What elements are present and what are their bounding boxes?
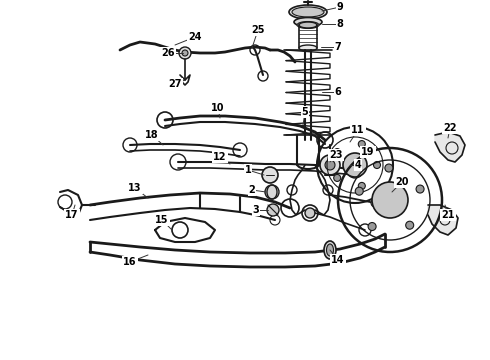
Text: 17: 17 <box>65 210 79 220</box>
Circle shape <box>358 183 366 189</box>
Circle shape <box>325 160 335 170</box>
Circle shape <box>416 185 424 193</box>
Text: 23: 23 <box>329 150 343 160</box>
Circle shape <box>343 153 367 177</box>
Circle shape <box>179 47 191 59</box>
Text: 25: 25 <box>251 25 265 35</box>
Text: 12: 12 <box>213 152 227 162</box>
Text: 16: 16 <box>123 257 137 267</box>
Text: 3: 3 <box>253 205 259 215</box>
Circle shape <box>373 162 381 168</box>
Text: 1: 1 <box>245 165 251 175</box>
Ellipse shape <box>297 22 319 28</box>
Circle shape <box>265 185 279 199</box>
Text: 20: 20 <box>395 177 409 187</box>
Polygon shape <box>435 132 465 162</box>
Text: 26: 26 <box>161 48 175 58</box>
Circle shape <box>262 167 278 183</box>
Ellipse shape <box>289 5 327 19</box>
Circle shape <box>334 149 341 156</box>
Text: 6: 6 <box>335 87 342 97</box>
Text: 22: 22 <box>443 123 457 133</box>
Text: 9: 9 <box>337 2 343 12</box>
Circle shape <box>368 222 376 230</box>
Circle shape <box>385 164 393 172</box>
Text: 14: 14 <box>331 255 345 265</box>
Circle shape <box>358 140 366 148</box>
Text: 21: 21 <box>441 210 455 220</box>
Text: 19: 19 <box>361 147 375 157</box>
Text: 10: 10 <box>211 103 225 113</box>
Circle shape <box>334 175 341 181</box>
Circle shape <box>406 221 414 229</box>
Circle shape <box>320 155 340 175</box>
Ellipse shape <box>294 18 322 27</box>
Text: 27: 27 <box>168 79 182 89</box>
Ellipse shape <box>299 45 317 51</box>
Ellipse shape <box>324 241 336 259</box>
Ellipse shape <box>292 7 324 17</box>
Text: 24: 24 <box>188 32 202 42</box>
Text: 15: 15 <box>155 215 169 225</box>
Text: 7: 7 <box>335 42 342 52</box>
Circle shape <box>182 50 188 56</box>
Text: 13: 13 <box>128 183 142 193</box>
Circle shape <box>355 187 363 195</box>
Circle shape <box>371 199 379 207</box>
Polygon shape <box>428 205 458 235</box>
Text: 2: 2 <box>248 185 255 195</box>
Text: 11: 11 <box>351 125 365 135</box>
Text: 4: 4 <box>355 160 361 170</box>
Circle shape <box>305 208 315 218</box>
Text: 5: 5 <box>302 107 308 117</box>
Circle shape <box>267 204 279 216</box>
Circle shape <box>372 182 408 218</box>
Ellipse shape <box>326 244 334 256</box>
Text: 8: 8 <box>337 19 343 29</box>
Text: 18: 18 <box>145 130 159 140</box>
